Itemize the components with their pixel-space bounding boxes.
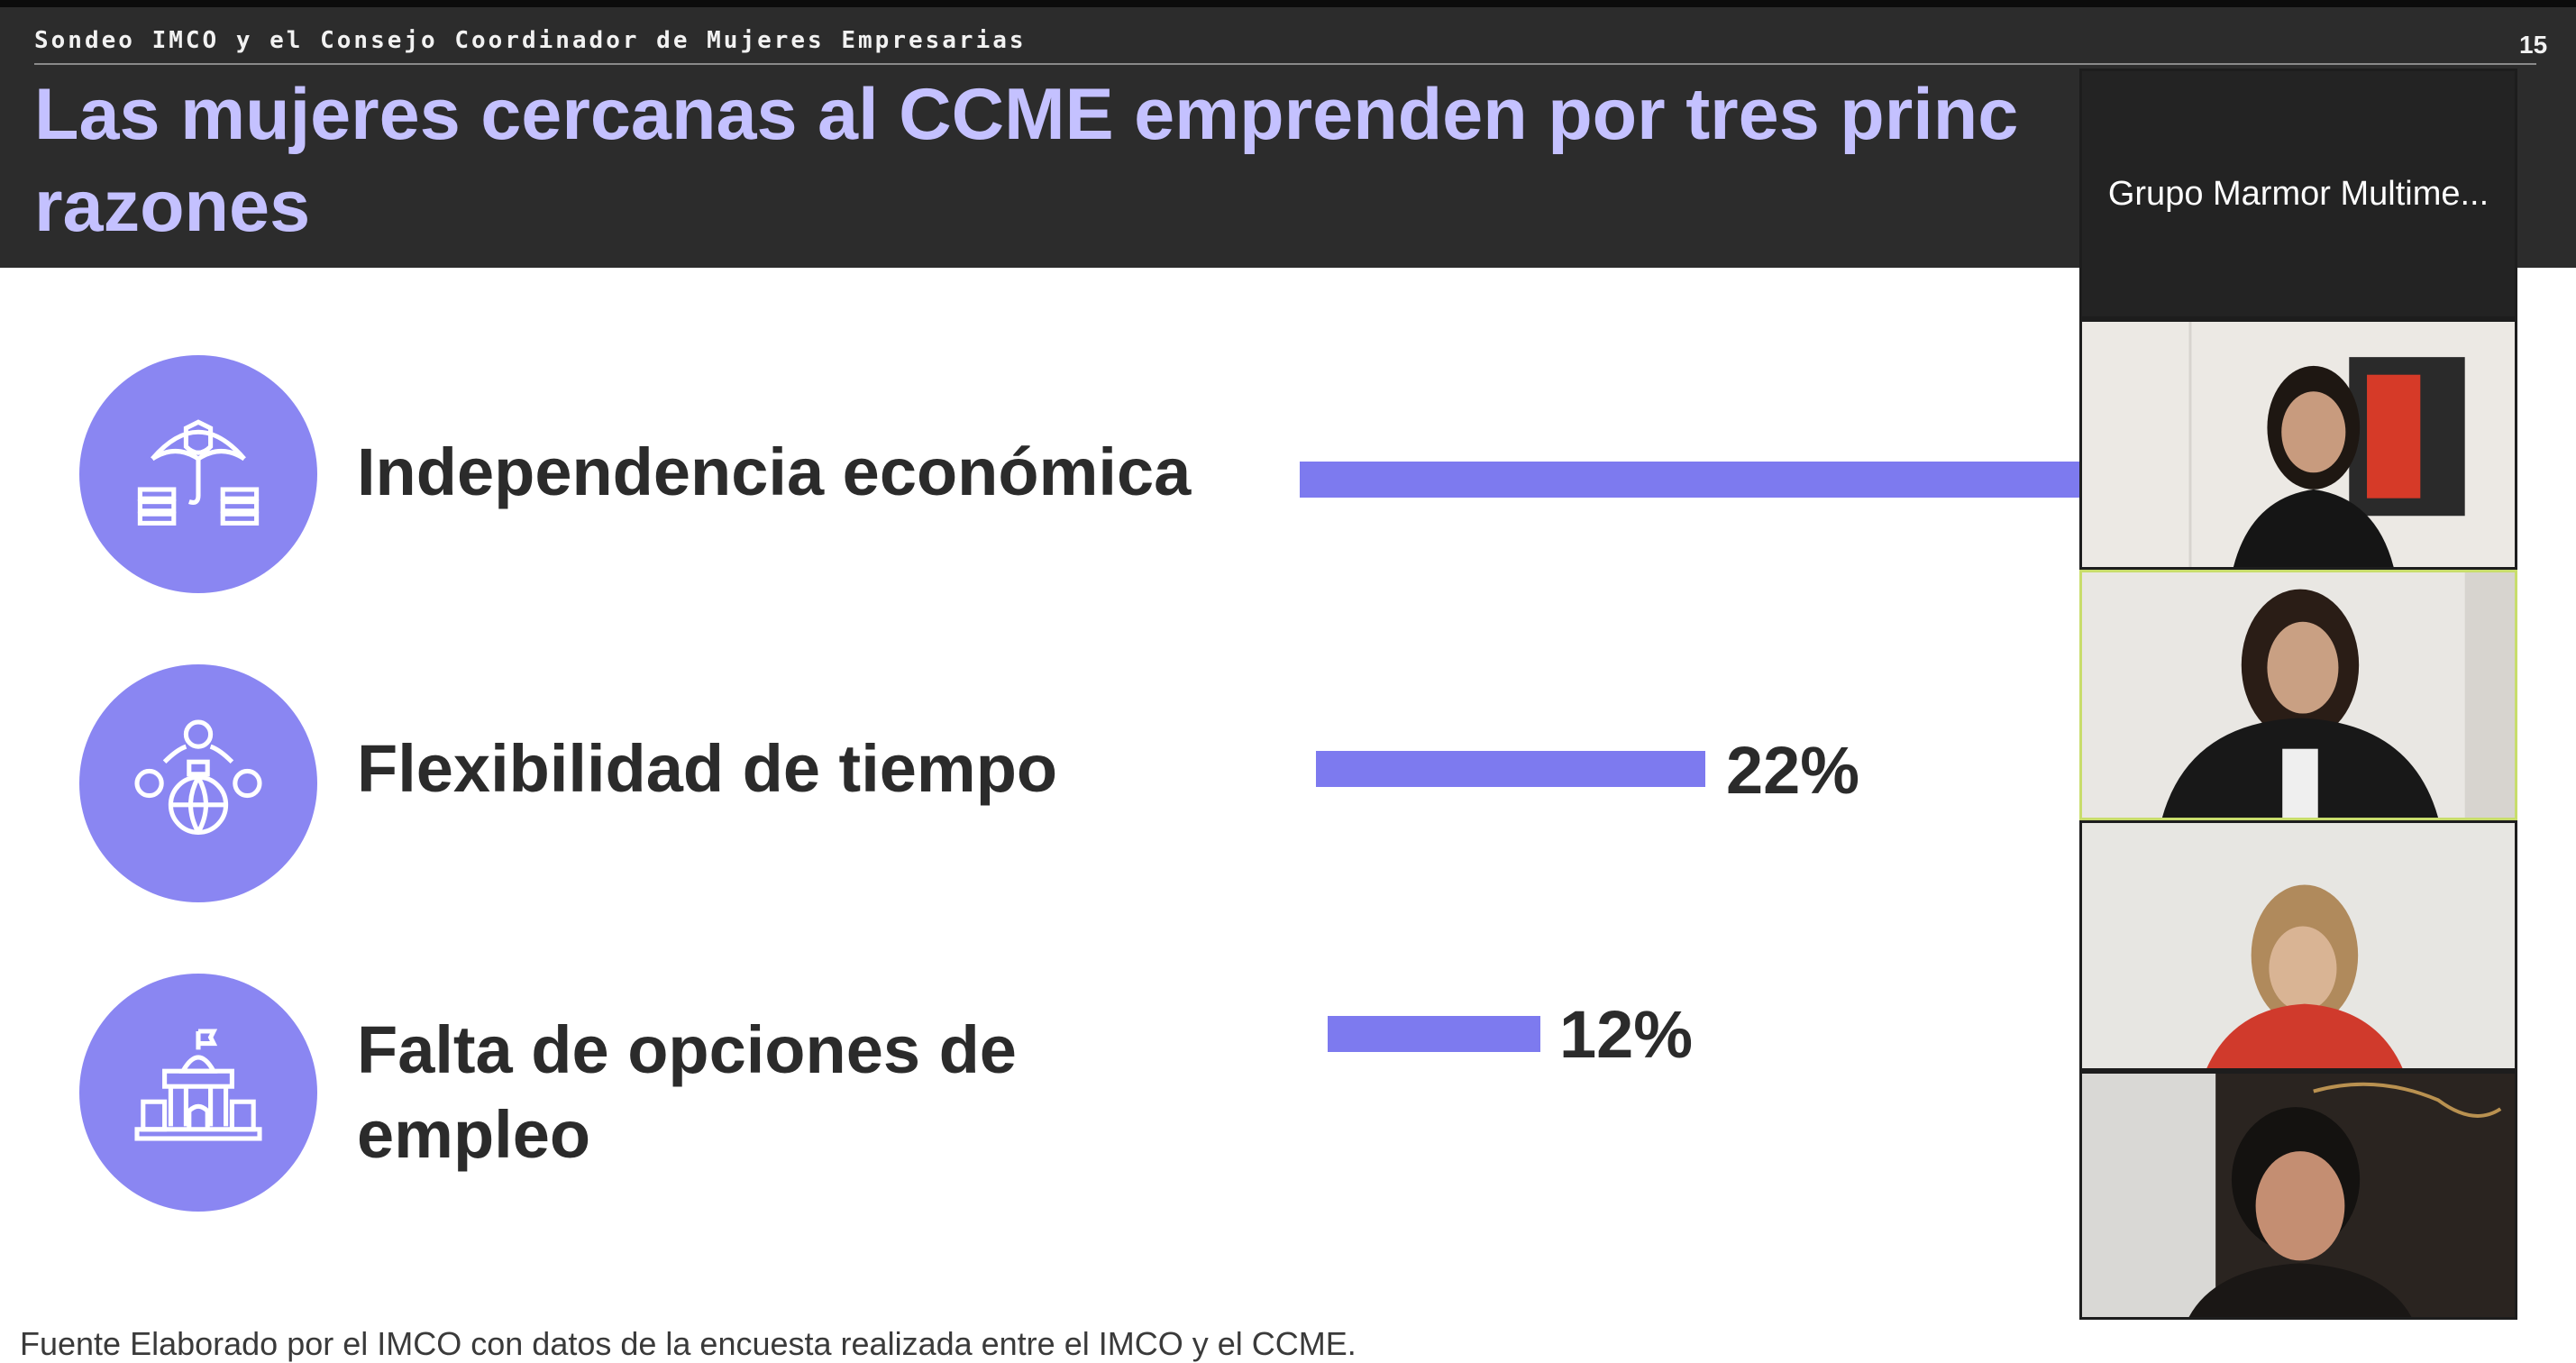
participant-2-video xyxy=(2082,572,2515,818)
reason-label-line: empleo xyxy=(357,1097,591,1172)
globe-network-icon xyxy=(79,664,317,902)
slide-title: Las mujeres cercanas al CCME emprenden p… xyxy=(34,69,2558,252)
header-divider xyxy=(34,63,2536,65)
government-building-icon xyxy=(79,974,317,1212)
participant-3-video xyxy=(2082,823,2515,1068)
reason-label: Independencia económica xyxy=(357,435,1192,509)
participant-4-video xyxy=(2082,1074,2515,1317)
reason-bar xyxy=(1328,1016,1540,1052)
reason-bar xyxy=(1300,462,2084,498)
reason-label: Falta de opciones de empleo xyxy=(357,1008,1017,1177)
window-top-strip xyxy=(0,0,2576,7)
reason-percent: 12% xyxy=(1559,997,1694,1072)
participant-video-tile[interactable] xyxy=(2079,570,2517,820)
participant-video-tile[interactable] xyxy=(2079,319,2517,570)
reason-label-line: Falta de opciones de xyxy=(357,1012,1017,1087)
reason-bar xyxy=(1316,751,1705,787)
slide-subtitle: Sondeo IMCO y el Consejo Coordinador de … xyxy=(34,27,1027,54)
participant-video-tile[interactable] xyxy=(2079,1071,2517,1320)
slide-title-line-2: razones xyxy=(34,166,311,247)
video-call-panel: Grupo Marmor Multime... xyxy=(2079,69,2517,1320)
page-number: 15 xyxy=(2519,31,2548,59)
reason-label: Flexibilidad de tiempo xyxy=(357,731,1058,806)
participant-name: Grupo Marmor Multime... xyxy=(2107,174,2489,213)
slide-title-line-1: Las mujeres cercanas al CCME emprenden p… xyxy=(34,74,2019,155)
participant-1-video xyxy=(2082,322,2515,567)
source-note: Fuente Elaborado por el IMCO con datos d… xyxy=(20,1325,1357,1362)
participant-video-tile[interactable] xyxy=(2079,820,2517,1071)
reason-percent: 22% xyxy=(1726,733,1860,808)
money-shield-icon xyxy=(79,355,317,593)
participant-name-tile[interactable]: Grupo Marmor Multime... xyxy=(2079,69,2517,319)
